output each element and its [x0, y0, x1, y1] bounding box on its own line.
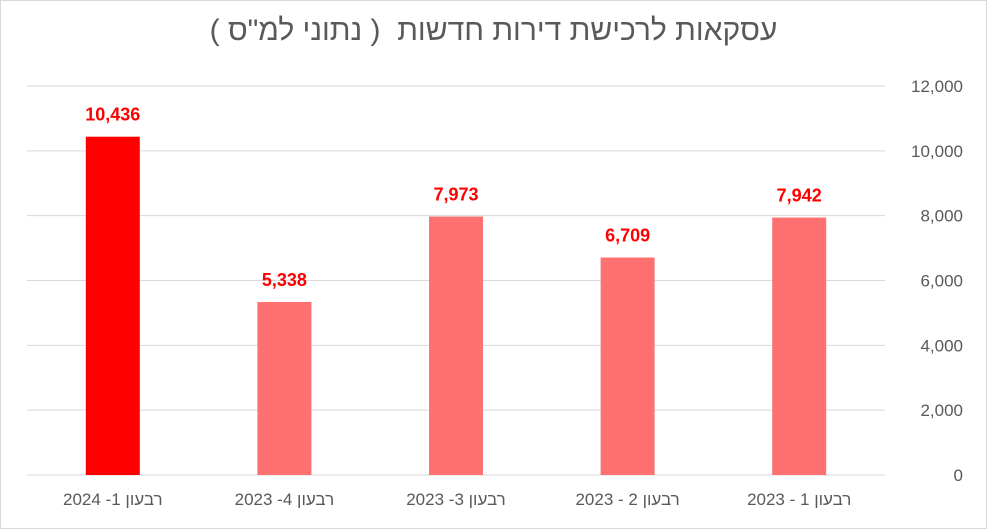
data-labels: 10,436 5,338 7,973 6,709 7,942: [85, 105, 821, 290]
bars: [85, 136, 827, 476]
x-category-label: רבעון 4- 2023: [235, 490, 335, 509]
data-label: 7,973: [433, 185, 478, 205]
y-tick-label: 4,000: [920, 336, 963, 355]
x-category-label: רבעון 1 - 2023: [747, 490, 851, 509]
y-tick-label: 0: [954, 466, 963, 485]
bar: [600, 257, 655, 475]
bar: [85, 136, 140, 476]
y-tick-label: 6,000: [920, 272, 963, 291]
data-label: 6,709: [605, 226, 650, 246]
x-category-label: רבעון 2 - 2023: [575, 490, 679, 509]
x-category-label: רבעון 3- 2023: [406, 490, 506, 509]
y-tick-label: 10,000: [911, 142, 963, 161]
data-label: 7,942: [777, 186, 822, 206]
chart-title: עסקאות לרכישת דירות חדשות ( נתוני למ"ס ): [209, 14, 778, 47]
x-axis-categories: רבעון 1- 2024 רבעון 4- 2023 רבעון 3- 2023 ר…: [63, 490, 851, 509]
bar: [257, 301, 312, 475]
x-category-label: רבעון 1- 2024: [63, 490, 163, 509]
y-tick-label: 2,000: [920, 401, 963, 420]
y-tick-label: 8,000: [920, 207, 963, 226]
bar: [772, 217, 827, 476]
data-label: 5,338: [262, 270, 307, 290]
data-label: 10,436: [85, 105, 140, 125]
y-axis-ticks: 0 2,000 4,000 6,000 8,000 10,000 12,000: [911, 77, 963, 485]
y-tick-label: 12,000: [911, 77, 963, 96]
bar: [429, 216, 483, 475]
